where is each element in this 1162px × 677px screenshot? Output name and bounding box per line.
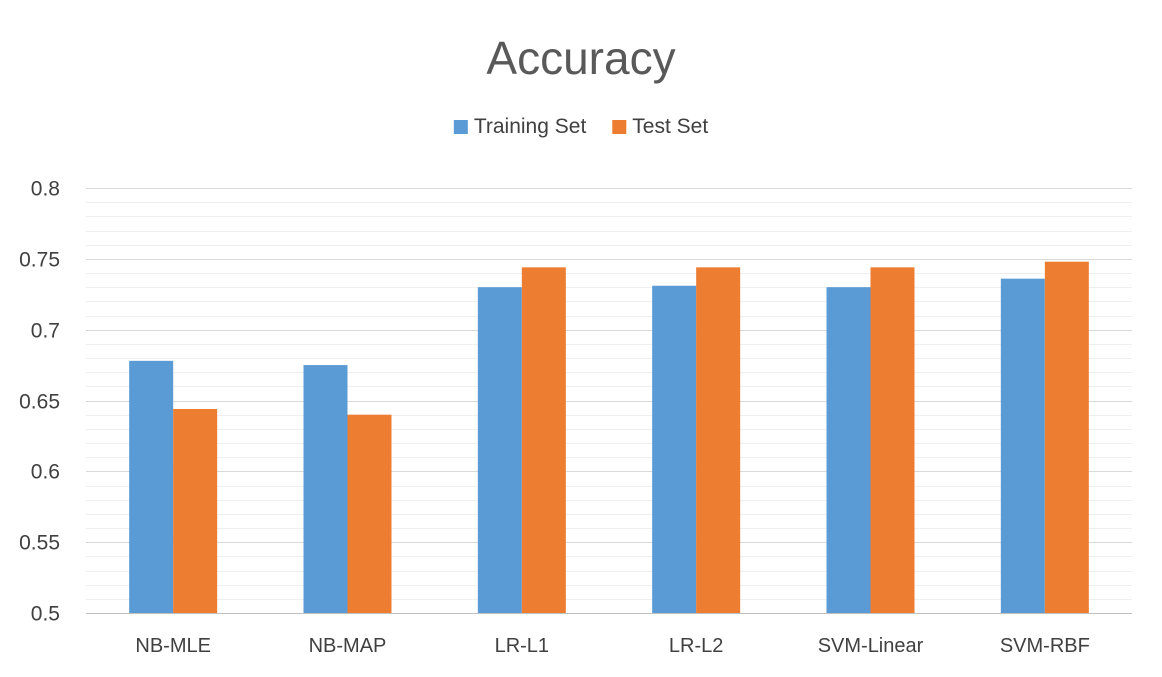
bar-training-set <box>652 285 697 613</box>
bar-training-set <box>303 365 348 613</box>
bar-training-set <box>826 287 871 613</box>
x-category-label: LR-L1 <box>495 635 549 657</box>
y-tick-label: 0.6 <box>31 461 60 484</box>
legend-label: Test Set <box>632 115 708 138</box>
chart-title: Accuracy <box>486 32 675 84</box>
y-tick-label: 0.8 <box>31 178 60 201</box>
bar-test-set <box>521 267 566 613</box>
bar-test-set <box>696 267 741 613</box>
legend-swatch <box>453 120 468 134</box>
legend-item-test-set: Test Set <box>612 115 708 138</box>
y-tick-label: 0.65 <box>19 391 60 414</box>
major-gridlines <box>86 188 1132 543</box>
legend: Training Set Test Set <box>453 115 708 138</box>
legend-item-training-set: Training Set <box>453 115 587 138</box>
y-tick-label: 0.55 <box>19 532 60 555</box>
x-category-label: NB-MAP <box>309 635 387 657</box>
bars <box>129 261 1089 613</box>
minor-gridlines <box>86 202 1132 600</box>
x-category-label: NB-MLE <box>135 635 211 657</box>
bar-test-set <box>347 414 392 613</box>
legend-label: Training Set <box>474 115 587 138</box>
bar-test-set <box>173 409 218 613</box>
y-axis-tick-labels: 0.5 0.55 0.6 0.65 0.7 0.75 0.8 <box>19 178 60 626</box>
y-tick-label: 0.7 <box>31 320 60 343</box>
x-axis-category-labels: NB-MLE NB-MAP LR-L1 LR-L2 SVM-Linear SVM-RBF <box>135 635 1089 657</box>
bar-training-set <box>1000 278 1045 613</box>
bar-test-set <box>870 267 915 613</box>
bar-test-set <box>1044 261 1089 613</box>
bar-training-set <box>477 287 522 613</box>
x-category-label: SVM-Linear <box>818 635 924 657</box>
x-category-label: SVM-RBF <box>1000 635 1090 657</box>
y-tick-label: 0.75 <box>19 249 60 272</box>
x-category-label: LR-L2 <box>669 635 723 657</box>
bar-training-set <box>129 360 174 613</box>
y-tick-label: 0.5 <box>31 603 60 626</box>
legend-swatch <box>612 120 627 134</box>
